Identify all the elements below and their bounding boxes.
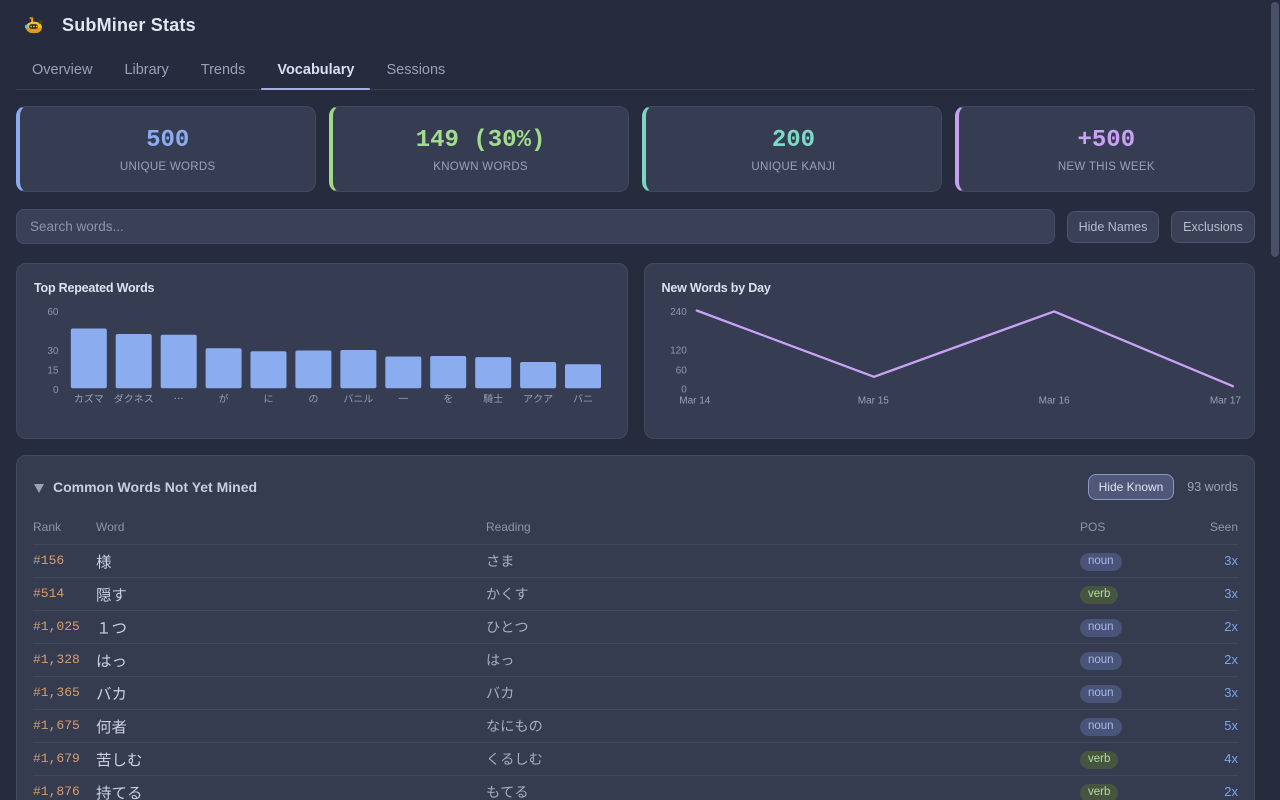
svg-text:0: 0 (53, 385, 59, 396)
svg-text:Mar 17: Mar 17 (1209, 395, 1241, 406)
svg-text:240: 240 (670, 307, 687, 318)
svg-text:15: 15 (47, 366, 59, 377)
svg-text:0: 0 (681, 385, 687, 396)
svg-text:60: 60 (675, 365, 687, 376)
svg-text:Mar 14: Mar 14 (679, 395, 711, 406)
svg-text:Mar 16: Mar 16 (1038, 395, 1070, 406)
svg-text:120: 120 (670, 346, 687, 357)
svg-text:60: 60 (47, 307, 59, 318)
svg-text:Mar 15: Mar 15 (857, 395, 889, 406)
svg-text:30: 30 (47, 346, 59, 357)
